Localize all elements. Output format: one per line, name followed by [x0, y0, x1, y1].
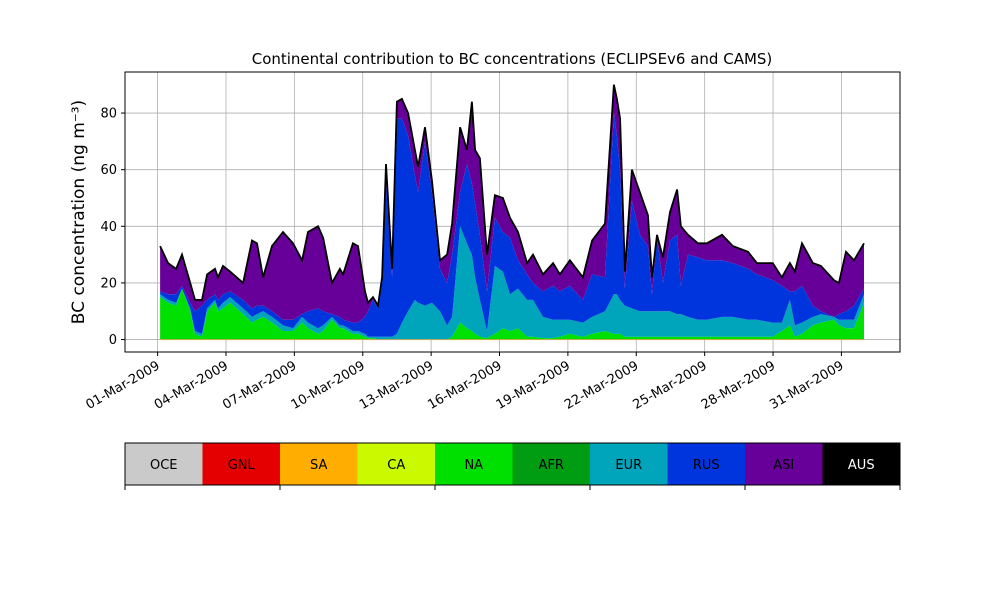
x-tick-label: 25-Mar-2009	[631, 358, 710, 412]
colorbar-label: OCE	[150, 458, 178, 473]
x-tick-label: 10-Mar-2009	[289, 358, 368, 412]
colorbar-label: GNL	[228, 458, 256, 473]
y-tick-label: 60	[100, 163, 117, 178]
y-tick-label: 80	[100, 107, 117, 122]
total-line	[159, 84, 865, 309]
colorbar-frame	[124, 442, 901, 486]
x-tick-label: 22-Mar-2009	[562, 358, 641, 412]
chart-title: Continental contribution to BC concentra…	[252, 50, 773, 68]
colorbar-swatch-afr	[512, 443, 591, 485]
colorbar-label: EUR	[615, 458, 642, 473]
x-tick-label: 28-Mar-2009	[699, 358, 778, 412]
colorbar-swatch-oce	[125, 443, 203, 485]
colorbar-swatch-rus	[667, 443, 746, 485]
colorbar-label: AUS	[848, 458, 875, 473]
y-tick-label: 40	[100, 220, 117, 235]
colorbar-label: SA	[310, 458, 327, 473]
colorbar-label: NA	[464, 458, 483, 473]
y-tick-label: 0	[109, 333, 117, 348]
y-axis-label: BC concentration (ng m⁻³)	[69, 100, 89, 324]
y-tick-label: 20	[100, 276, 117, 291]
colorbar-label: CA	[387, 458, 405, 473]
x-tick-label: 04-Mar-2009	[152, 358, 231, 412]
area-eur	[160, 226, 865, 340]
plot-frame	[124, 71, 901, 353]
colorbar-label: ASI	[773, 458, 794, 473]
colorbar-swatch-aus	[822, 443, 901, 485]
x-tick-label: 13-Mar-2009	[357, 358, 436, 412]
x-tick-label: 01-Mar-2009	[83, 358, 162, 412]
x-tick-label: 31-Mar-2009	[767, 358, 846, 412]
colorbar-swatch-sa	[280, 443, 358, 485]
colorbar-swatch-asi	[745, 443, 823, 485]
colorbar-label: AFR	[539, 458, 564, 473]
colorbar-legend: OCE GNL SA CA NA AFR EUR RUS ASI AUS	[124, 442, 901, 490]
colorbar-swatch-ca	[357, 443, 436, 485]
colorbar-label: RUS	[693, 458, 720, 473]
area-na	[160, 288, 865, 340]
x-tick-label: 07-Mar-2009	[220, 358, 299, 412]
colorbar-swatch-eur	[590, 443, 668, 485]
area-layers	[159, 84, 865, 341]
x-tick-label: 19-Mar-2009	[494, 358, 573, 412]
colorbar-swatch-na	[435, 443, 513, 485]
x-tick-label: 16-Mar-2009	[425, 358, 504, 412]
colorbar-swatch-gnl	[202, 443, 281, 485]
area-rus	[160, 113, 865, 337]
